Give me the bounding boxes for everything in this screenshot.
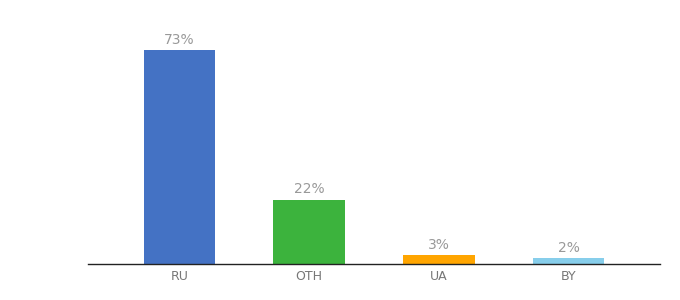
Bar <box>533 258 605 264</box>
Text: 3%: 3% <box>428 238 450 252</box>
Text: 2%: 2% <box>558 241 579 255</box>
Bar <box>143 50 215 264</box>
Text: 22%: 22% <box>294 182 324 196</box>
Bar <box>273 200 345 264</box>
Bar <box>403 255 475 264</box>
Text: 73%: 73% <box>164 33 194 46</box>
